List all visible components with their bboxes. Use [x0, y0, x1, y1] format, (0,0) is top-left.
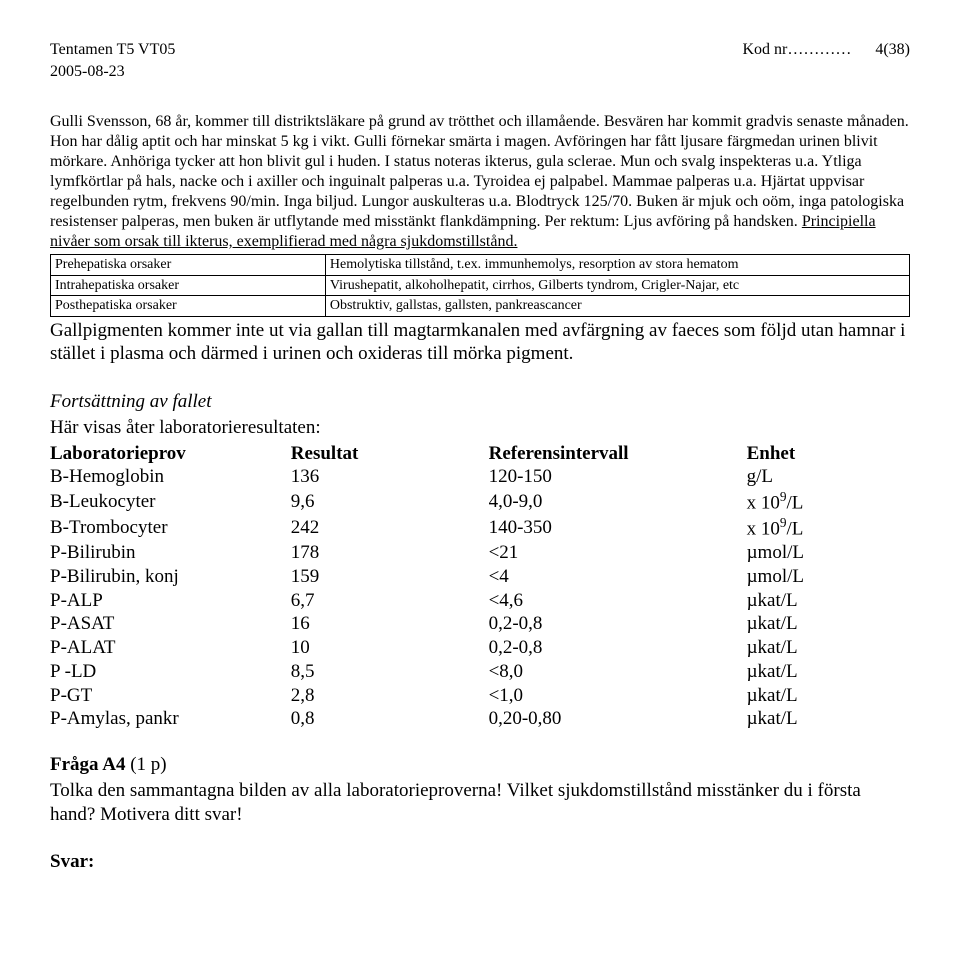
lab-cell: 0,2-0,8 [489, 636, 747, 660]
lab-cell: P-Amylas, pankr [50, 707, 291, 731]
question-text: Tolka den sammantagna bilden av alla lab… [50, 779, 910, 827]
lab-cell: 0,8 [291, 707, 489, 731]
lab-cell: 6,7 [291, 589, 489, 613]
lab-table: Laboratorieprov Resultat Referensinterva… [50, 442, 910, 732]
case-text: Gulli Svensson, 68 år, kommer till distr… [50, 113, 909, 230]
lab-cell: 140-350 [489, 515, 747, 541]
lab-header: Enhet [747, 442, 910, 466]
header-page-num: 4(38) [875, 41, 910, 58]
page-header: Tentamen T5 VT05 Kod nr………… 4(38) [50, 40, 910, 60]
lab-cell: P-ALP [50, 589, 291, 613]
lab-header: Resultat [291, 442, 489, 466]
lab-cell: B-Trombocyter [50, 515, 291, 541]
lab-intro: Här visas åter laboratorieresultaten: [50, 416, 910, 440]
lab-cell: <4,6 [489, 589, 747, 613]
header-right: Kod nr………… 4(38) [742, 40, 910, 60]
lab-cell: 242 [291, 515, 489, 541]
table-row: P-GT2,8<1,0µkat/L [50, 684, 910, 708]
lab-cell: 9,6 [291, 489, 489, 515]
lab-header: Laboratorieprov [50, 442, 291, 466]
cause-desc: Hemolytiska tillstånd, t.ex. immunhemoly… [325, 255, 909, 276]
question-label: Fråga A4 [50, 754, 125, 775]
table-row: P-Bilirubin178<21µmol/L [50, 541, 910, 565]
cause-label: Posthepatiska orsaker [51, 296, 326, 317]
lab-cell: <8,0 [489, 660, 747, 684]
gall-paragraph: Gallpigmenten kommer inte ut via gallan … [50, 319, 910, 367]
lab-cell: 8,5 [291, 660, 489, 684]
table-row: P -LD8,5<8,0µkat/L [50, 660, 910, 684]
table-row: P-Amylas, pankr0,80,20-0,80µkat/L [50, 707, 910, 731]
cause-label: Intrahepatiska orsaker [51, 275, 326, 296]
table-row: P-ALAT100,2-0,8µkat/L [50, 636, 910, 660]
lab-cell: <21 [489, 541, 747, 565]
table-row: P-ASAT160,2-0,8µkat/L [50, 612, 910, 636]
case-paragraph: Gulli Svensson, 68 år, kommer till distr… [50, 112, 910, 252]
question-heading: Fråga A4 (1 p) [50, 753, 910, 777]
lab-cell: µkat/L [747, 612, 910, 636]
lab-cell: P-ALAT [50, 636, 291, 660]
causes-table: Prehepatiska orsaker Hemolytiska tillstå… [50, 254, 910, 317]
lab-cell: µmol/L [747, 565, 910, 589]
lab-cell: P-ASAT [50, 612, 291, 636]
lab-cell: 178 [291, 541, 489, 565]
lab-cell: µkat/L [747, 589, 910, 613]
lab-cell: <1,0 [489, 684, 747, 708]
lab-cell: <4 [489, 565, 747, 589]
lab-cell: µkat/L [747, 684, 910, 708]
table-row: P-Bilirubin, konj159<4µmol/L [50, 565, 910, 589]
lab-cell: µkat/L [747, 660, 910, 684]
lab-cell: x 109/L [747, 515, 910, 541]
lab-cell: µkat/L [747, 707, 910, 731]
table-row: B-Hemoglobin136120-150g/L [50, 465, 910, 489]
lab-header-row: Laboratorieprov Resultat Referensinterva… [50, 442, 910, 466]
lab-cell: 2,8 [291, 684, 489, 708]
svar-label: Svar: [50, 850, 910, 874]
table-row: B-Leukocyter9,64,0-9,0x 109/L [50, 489, 910, 515]
table-row: P-ALP6,7<4,6µkat/L [50, 589, 910, 613]
table-row: Prehepatiska orsaker Hemolytiska tillstå… [51, 255, 910, 276]
lab-cell: P-Bilirubin [50, 541, 291, 565]
header-date: 2005-08-23 [50, 62, 910, 82]
header-code: Kod nr………… [742, 41, 851, 58]
lab-cell: 4,0-9,0 [489, 489, 747, 515]
lab-cell: B-Hemoglobin [50, 465, 291, 489]
lab-cell: 0,2-0,8 [489, 612, 747, 636]
lab-cell: µkat/L [747, 636, 910, 660]
lab-cell: 0,20-0,80 [489, 707, 747, 731]
lab-cell: 120-150 [489, 465, 747, 489]
table-row: Posthepatiska orsaker Obstruktiv, gallst… [51, 296, 910, 317]
lab-cell: 136 [291, 465, 489, 489]
lab-cell: g/L [747, 465, 910, 489]
lab-cell: B-Leukocyter [50, 489, 291, 515]
question-points: (1 p) [125, 754, 166, 775]
lab-cell: P -LD [50, 660, 291, 684]
header-left-title: Tentamen T5 VT05 [50, 40, 175, 60]
table-row: Intrahepatiska orsaker Virushepatit, alk… [51, 275, 910, 296]
cause-desc: Obstruktiv, gallstas, gallsten, pankreas… [325, 296, 909, 317]
lab-cell: 16 [291, 612, 489, 636]
lab-cell: 10 [291, 636, 489, 660]
lab-cell: P-Bilirubin, konj [50, 565, 291, 589]
cause-desc: Virushepatit, alkoholhepatit, cirrhos, G… [325, 275, 909, 296]
table-row: B-Trombocyter242140-350x 109/L [50, 515, 910, 541]
lab-cell: µmol/L [747, 541, 910, 565]
continuation-label: Fortsättning av fallet [50, 390, 910, 414]
lab-cell: P-GT [50, 684, 291, 708]
cause-label: Prehepatiska orsaker [51, 255, 326, 276]
lab-cell: x 109/L [747, 489, 910, 515]
lab-header: Referensintervall [489, 442, 747, 466]
lab-cell: 159 [291, 565, 489, 589]
